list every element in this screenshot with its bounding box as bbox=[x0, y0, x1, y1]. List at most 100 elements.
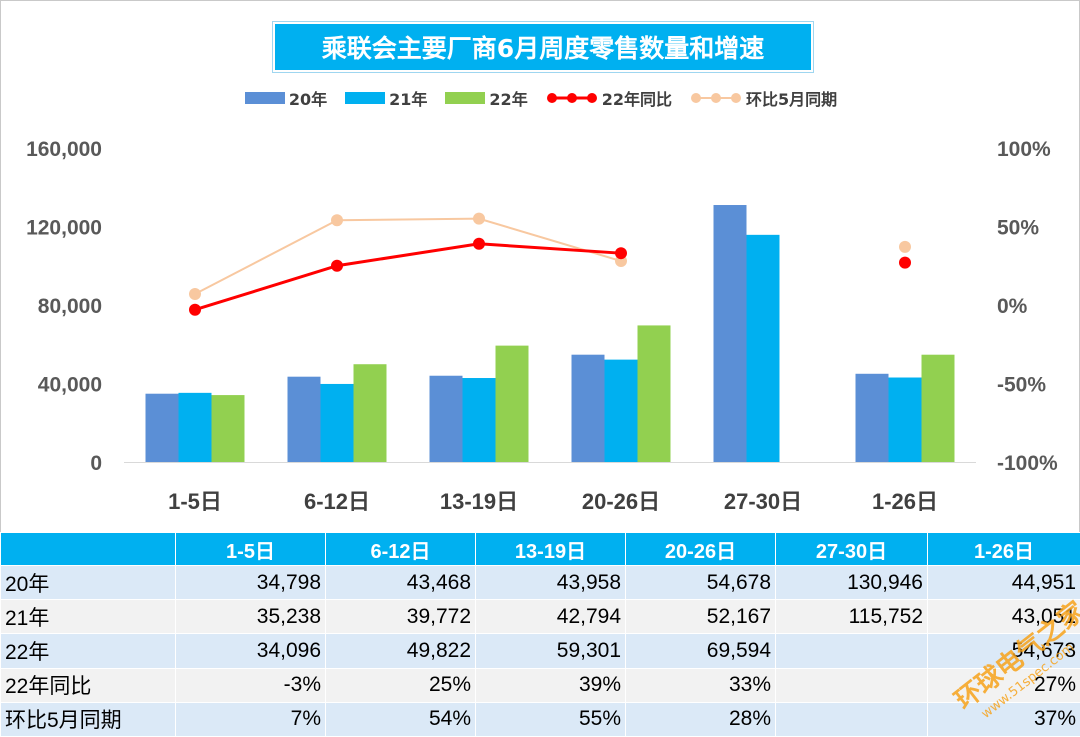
legend-label-mom: 环比5月同期 bbox=[745, 90, 838, 109]
table-cell: 43,958 bbox=[475, 564, 626, 601]
bar bbox=[713, 205, 747, 462]
table-cell: 43,468 bbox=[325, 564, 476, 601]
table-row: 环比5月同期 7% 54% 55% 28% 37% bbox=[0, 701, 1080, 737]
left-axis-tick-label: 0 bbox=[90, 452, 102, 475]
table-row: 22年 34,096 49,822 59,301 69,594 54,673 bbox=[0, 633, 1080, 669]
bar bbox=[604, 359, 638, 462]
left-axis-tick-label: 120,000 bbox=[26, 217, 102, 240]
table-cell: 130,946 bbox=[775, 564, 928, 601]
bar bbox=[211, 395, 245, 462]
table-cell: 37% bbox=[927, 701, 1080, 737]
table-cell: 33% bbox=[625, 667, 776, 703]
line-point bbox=[899, 240, 911, 253]
bar bbox=[178, 392, 212, 462]
line-point bbox=[331, 259, 343, 272]
legend-label-22: 22年 bbox=[489, 90, 528, 109]
bar bbox=[353, 364, 387, 462]
left-axis-tick-label: 80,000 bbox=[38, 295, 102, 318]
bar bbox=[571, 354, 605, 462]
line-point bbox=[473, 212, 485, 225]
row-label: 22年 bbox=[0, 633, 176, 669]
data-table: 1-5日 6-12日 13-19日 20-26日 27-30日 1-26日 20… bbox=[0, 532, 1080, 737]
legend-line-mom bbox=[690, 91, 742, 105]
bar bbox=[287, 376, 321, 462]
table-cell: -3% bbox=[175, 667, 326, 703]
legend-item-20: 20年 bbox=[244, 86, 328, 110]
legend-label-21: 21年 bbox=[389, 90, 428, 109]
table-cell: 44,951 bbox=[927, 564, 1080, 601]
right-axis-tick-label: 100% bbox=[997, 138, 1051, 161]
table-cell: 54,673 bbox=[927, 633, 1080, 669]
legend-swatch-20 bbox=[244, 92, 285, 104]
table-header-cell: 6-12日 bbox=[325, 532, 476, 566]
table-cell: 39% bbox=[475, 667, 626, 703]
bar bbox=[855, 373, 889, 462]
table-row: 20年 34,798 43,468 43,958 54,678 130,946 … bbox=[0, 564, 1080, 601]
table-cell: 28% bbox=[625, 701, 776, 737]
x-axis-category-label: 1-26日 bbox=[872, 489, 938, 514]
right-axis-tick-label: 50% bbox=[997, 217, 1039, 240]
combo-chart: 0 40,000 80,000 120,000 160,000 -100% -50% 0% 50… bbox=[26, 138, 1058, 514]
line-point bbox=[899, 256, 911, 269]
x-axis-category-label: 13-19日 bbox=[440, 489, 518, 514]
chart-legend: 20年 21年 22年 22年同比 环比5月同期 bbox=[1, 85, 1080, 111]
table-header-cell: 13-19日 bbox=[475, 532, 626, 566]
right-axis-tick-label: 0% bbox=[997, 295, 1028, 318]
x-axis-category-label: 20-26日 bbox=[582, 489, 660, 514]
table-header-cell bbox=[0, 532, 176, 566]
right-axis-tick-label: -100% bbox=[997, 452, 1058, 475]
bar bbox=[320, 383, 354, 462]
chart-area: 0 40,000 80,000 120,000 160,000 -100% -50% 0% 50… bbox=[0, 0, 1080, 532]
series-line bbox=[194, 242, 622, 312]
line-point bbox=[189, 288, 201, 301]
legend-swatch-22 bbox=[445, 92, 486, 104]
table-cell: 43,051 bbox=[927, 599, 1080, 635]
table-cell: 52,167 bbox=[625, 599, 776, 635]
bar bbox=[888, 377, 922, 462]
bar bbox=[495, 345, 529, 462]
line-point bbox=[331, 214, 343, 227]
table-cell: 49,822 bbox=[325, 633, 476, 669]
table-cell: 27% bbox=[927, 667, 1080, 703]
series-line bbox=[194, 217, 622, 295]
table-cell: 59,301 bbox=[475, 633, 626, 669]
table-cell bbox=[775, 633, 928, 669]
line-point bbox=[473, 237, 485, 250]
table-header-cell: 1-5日 bbox=[175, 532, 326, 566]
x-axis-category-label: 1-5日 bbox=[168, 489, 222, 514]
table-row: 21年 35,238 39,772 42,794 52,167 115,752 … bbox=[0, 599, 1080, 635]
table-cell: 34,096 bbox=[175, 633, 326, 669]
table-cell: 69,594 bbox=[625, 633, 776, 669]
left-axis-tick-label: 40,000 bbox=[38, 374, 102, 397]
bar bbox=[921, 354, 955, 462]
table-cell: 42,794 bbox=[475, 599, 626, 635]
table-cell bbox=[775, 701, 928, 737]
legend-item-mom: 环比5月同期 bbox=[690, 86, 837, 110]
table-header-cell: 20-26日 bbox=[625, 532, 776, 566]
x-axis-category-label: 27-30日 bbox=[724, 489, 802, 514]
table-header-cell: 27-30日 bbox=[775, 532, 928, 566]
legend-label-20: 20年 bbox=[288, 90, 328, 109]
row-label: 20年 bbox=[0, 564, 176, 601]
line-point bbox=[189, 303, 201, 316]
legend-item-21: 21年 bbox=[345, 86, 427, 110]
left-axis-tick-label: 160,000 bbox=[26, 138, 102, 161]
bar bbox=[462, 378, 496, 462]
row-label: 21年 bbox=[0, 599, 176, 635]
table-cell: 35,238 bbox=[175, 599, 326, 635]
table-cell: 115,752 bbox=[775, 599, 928, 635]
bar bbox=[746, 234, 780, 462]
legend-item-yoy: 22年同比 bbox=[546, 86, 672, 110]
table-row: 22年同比 -3% 25% 39% 33% 27% bbox=[0, 667, 1080, 703]
table-header-cell: 1-26日 bbox=[927, 532, 1080, 566]
row-label: 环比5月同期 bbox=[0, 701, 176, 737]
row-label: 22年同比 bbox=[0, 667, 176, 703]
right-axis-tick-label: -50% bbox=[997, 374, 1046, 397]
legend-label-yoy: 22年同比 bbox=[601, 90, 672, 109]
line-point bbox=[615, 247, 627, 260]
table-cell: 34,798 bbox=[175, 564, 326, 601]
table-cell: 7% bbox=[175, 701, 326, 737]
table-cell: 54,678 bbox=[625, 564, 776, 601]
table-header-row: 1-5日 6-12日 13-19日 20-26日 27-30日 1-26日 bbox=[0, 532, 1080, 566]
table-cell: 25% bbox=[325, 667, 476, 703]
